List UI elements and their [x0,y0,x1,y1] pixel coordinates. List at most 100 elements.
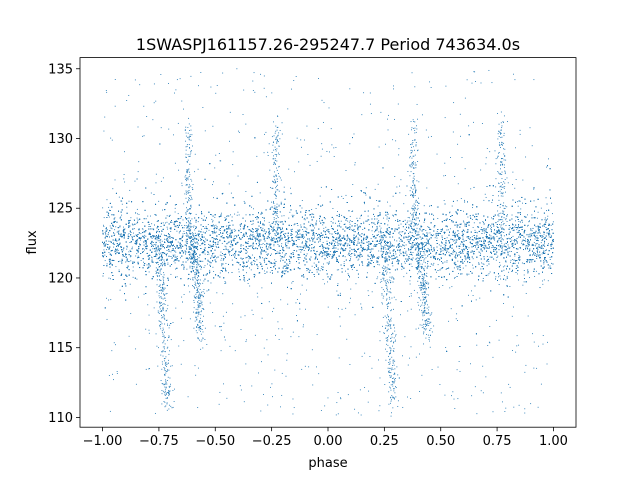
data-point [369,242,371,244]
data-point [120,216,122,218]
data-point [398,224,400,226]
data-point [123,226,124,228]
data-point [503,243,505,245]
data-point [331,247,333,249]
data-point [273,175,275,177]
data-point [417,254,418,256]
data-point [301,200,303,201]
data-point [452,240,454,242]
data-point [397,260,399,261]
data-point [226,215,228,217]
data-point [446,237,448,239]
data-point [528,251,530,252]
data-point [357,276,359,278]
data-point [207,261,209,262]
data-point [489,238,491,240]
data-point [472,226,474,228]
data-point [121,203,123,205]
data-point [213,270,215,272]
data-point [230,235,232,237]
data-point [266,255,268,256]
data-point [471,290,472,292]
data-point [472,264,474,266]
data-point [166,250,168,251]
data-point [219,254,221,256]
data-point [327,243,329,245]
data-point [486,228,487,230]
data-point [429,205,430,207]
data-point [415,230,417,232]
data-point [176,255,178,257]
data-point [538,227,540,229]
data-point [151,256,152,258]
data-point [336,290,338,292]
data-point [389,244,391,246]
data-point [271,222,273,224]
data-point [366,237,368,239]
data-point [367,215,369,217]
data-point [460,223,462,225]
data-point [262,230,264,232]
data-point [131,223,133,225]
data-point [241,237,243,239]
data-point [357,249,359,250]
data-point [175,268,177,270]
data-point [247,243,249,245]
data-point [234,254,236,256]
data-point [490,225,492,227]
data-point [312,225,314,227]
data-point [295,236,297,238]
data-point [341,195,343,197]
data-point [225,225,227,227]
data-point [224,282,226,284]
data-point [432,255,434,257]
data-point [396,240,398,242]
data-point [156,239,158,241]
data-point [522,244,524,246]
data-point [163,276,165,278]
data-point [418,223,419,225]
data-point [343,245,345,247]
data-point [462,267,464,269]
data-point [270,253,272,255]
data-point [252,233,254,235]
data-point [140,237,142,239]
data-point [420,242,422,244]
data-point [260,247,261,249]
data-point [521,240,523,242]
data-point [350,254,352,256]
data-point [533,244,534,246]
data-point [183,264,185,266]
data-point [447,229,449,231]
data-point [358,238,360,240]
data-point [320,268,322,270]
data-point [407,248,409,249]
data-point [368,246,370,248]
data-point [170,273,172,275]
data-point [268,234,270,236]
data-point [263,270,265,272]
data-point [531,230,533,232]
data-point [201,217,203,219]
data-point [277,227,279,229]
data-point [347,254,349,256]
data-point [353,238,355,240]
data-point [512,263,514,265]
data-point [280,258,282,260]
data-point [495,247,496,249]
data-point [125,253,127,254]
data-point [268,246,269,248]
data-point [166,226,168,228]
data-point [309,164,311,166]
data-point [525,246,527,248]
data-point [349,220,351,222]
data-point [221,257,223,259]
data-point [399,254,401,256]
data-point [444,261,446,263]
data-point [349,223,351,225]
data-point [271,240,273,242]
data-point [115,239,116,241]
data-point [262,243,264,244]
data-point [303,245,305,247]
data-point [511,239,513,241]
